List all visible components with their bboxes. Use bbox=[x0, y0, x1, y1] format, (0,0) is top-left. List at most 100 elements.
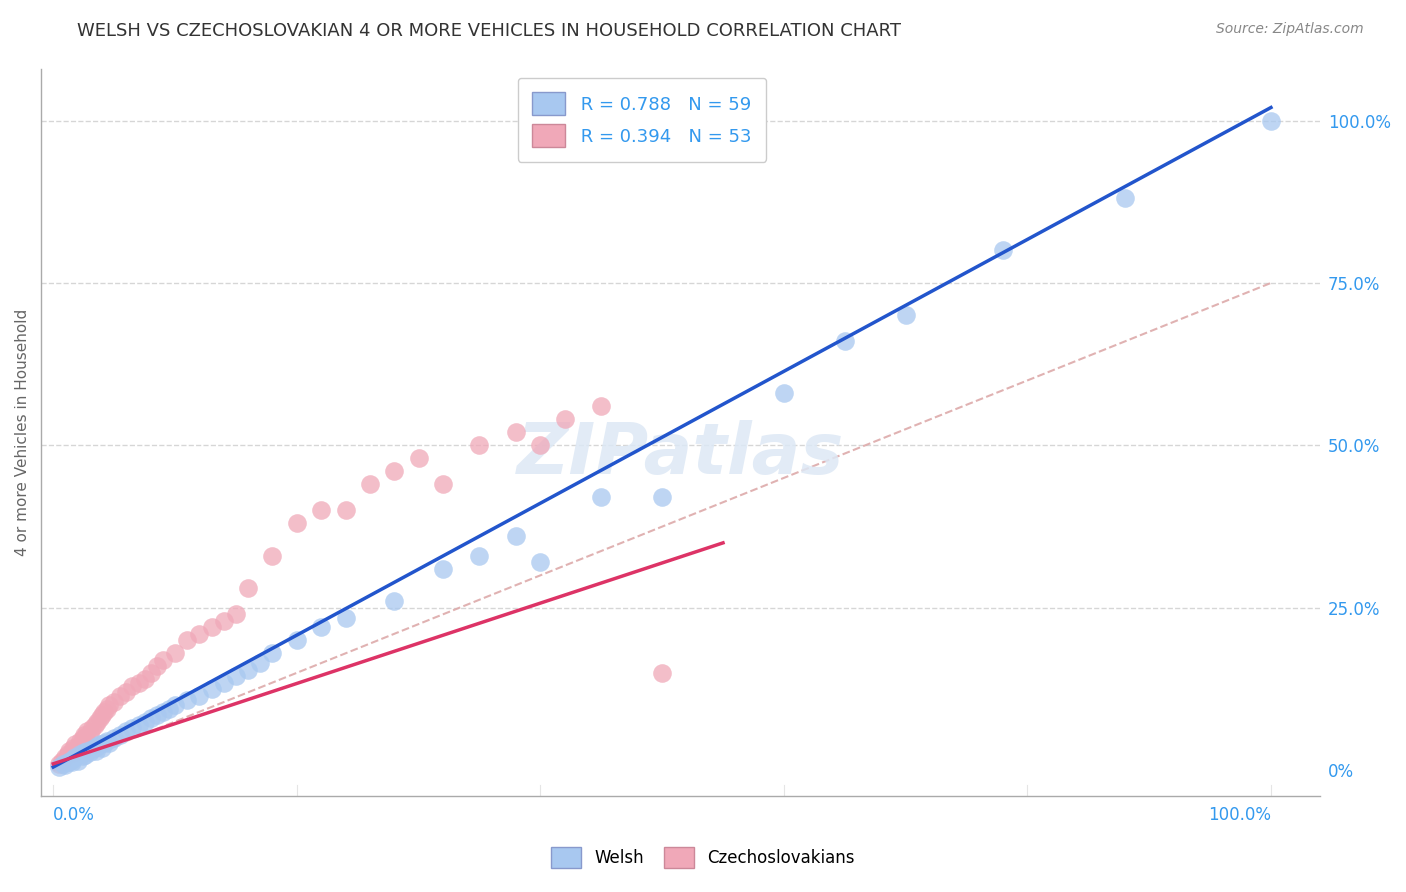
Point bbox=[79, 725, 101, 739]
Point bbox=[335, 503, 357, 517]
Point bbox=[121, 679, 143, 693]
Point bbox=[96, 701, 118, 715]
Point bbox=[110, 727, 132, 741]
Point bbox=[76, 744, 98, 758]
Point bbox=[991, 244, 1014, 258]
Point bbox=[468, 549, 491, 563]
Text: 0.0%: 0.0% bbox=[53, 806, 96, 824]
Point bbox=[83, 740, 105, 755]
Point bbox=[60, 756, 83, 770]
Point bbox=[382, 464, 405, 478]
Point bbox=[103, 731, 125, 745]
Point bbox=[66, 754, 89, 768]
Point bbox=[188, 627, 211, 641]
Point bbox=[96, 734, 118, 748]
Point bbox=[98, 736, 121, 750]
Point bbox=[408, 451, 430, 466]
Point bbox=[529, 438, 551, 452]
Point bbox=[55, 758, 77, 772]
Point bbox=[139, 665, 162, 680]
Point bbox=[432, 562, 454, 576]
Point bbox=[285, 516, 308, 531]
Text: WELSH VS CZECHOSLOVAKIAN 4 OR MORE VEHICLES IN HOUSEHOLD CORRELATION CHART: WELSH VS CZECHOSLOVAKIAN 4 OR MORE VEHIC… bbox=[77, 22, 901, 40]
Point bbox=[505, 529, 527, 543]
Text: Source: ZipAtlas.com: Source: ZipAtlas.com bbox=[1216, 22, 1364, 37]
Point bbox=[63, 737, 86, 751]
Point bbox=[73, 747, 96, 762]
Point bbox=[103, 695, 125, 709]
Point bbox=[83, 718, 105, 732]
Point bbox=[382, 594, 405, 608]
Point bbox=[894, 309, 917, 323]
Y-axis label: 4 or more Vehicles in Household: 4 or more Vehicles in Household bbox=[15, 309, 30, 556]
Point bbox=[651, 491, 673, 505]
Point bbox=[58, 744, 80, 758]
Point bbox=[262, 646, 284, 660]
Point bbox=[52, 756, 75, 771]
Point bbox=[48, 756, 70, 771]
Point bbox=[335, 610, 357, 624]
Point bbox=[48, 760, 70, 774]
Point bbox=[86, 714, 108, 729]
Point bbox=[146, 659, 169, 673]
Point bbox=[63, 750, 86, 764]
Point bbox=[115, 685, 138, 699]
Point bbox=[62, 740, 84, 755]
Point bbox=[834, 334, 856, 349]
Point bbox=[93, 736, 115, 750]
Point bbox=[56, 756, 79, 770]
Point bbox=[262, 549, 284, 563]
Point bbox=[249, 656, 271, 670]
Point bbox=[73, 730, 96, 744]
Legend:  R = 0.788   N = 59,  R = 0.394   N = 53: R = 0.788 N = 59, R = 0.394 N = 53 bbox=[517, 78, 766, 161]
Point bbox=[134, 714, 156, 729]
Point bbox=[66, 739, 89, 753]
Point bbox=[72, 731, 94, 745]
Point bbox=[505, 425, 527, 440]
Point bbox=[591, 400, 613, 414]
Point bbox=[139, 711, 162, 725]
Point bbox=[76, 724, 98, 739]
Point bbox=[309, 620, 332, 634]
Text: ZIPatlas: ZIPatlas bbox=[516, 420, 844, 489]
Point bbox=[82, 742, 104, 756]
Point bbox=[69, 734, 91, 748]
Point bbox=[146, 708, 169, 723]
Point bbox=[157, 701, 180, 715]
Point bbox=[56, 747, 79, 761]
Point bbox=[134, 673, 156, 687]
Point bbox=[79, 745, 101, 759]
Point bbox=[236, 663, 259, 677]
Point bbox=[773, 386, 796, 401]
Point bbox=[554, 412, 576, 426]
Point bbox=[285, 633, 308, 648]
Point bbox=[1260, 113, 1282, 128]
Point bbox=[121, 721, 143, 735]
Point bbox=[165, 698, 187, 713]
Point bbox=[55, 750, 77, 764]
Point bbox=[73, 727, 96, 741]
Point bbox=[60, 745, 83, 759]
Legend: Welsh, Czechoslovakians: Welsh, Czechoslovakians bbox=[544, 840, 862, 875]
Point bbox=[115, 724, 138, 739]
Point bbox=[200, 620, 222, 634]
Point bbox=[591, 491, 613, 505]
Point bbox=[152, 705, 174, 719]
Point bbox=[188, 689, 211, 703]
Point bbox=[86, 739, 108, 753]
Point bbox=[225, 669, 247, 683]
Point bbox=[225, 607, 247, 622]
Point bbox=[200, 681, 222, 696]
Point bbox=[93, 705, 115, 719]
Point bbox=[69, 747, 91, 761]
Point bbox=[73, 745, 96, 759]
Point bbox=[91, 708, 114, 723]
Point bbox=[309, 503, 332, 517]
Point bbox=[89, 711, 111, 725]
Point bbox=[176, 693, 198, 707]
Point bbox=[359, 477, 381, 491]
Point bbox=[651, 665, 673, 680]
Point bbox=[51, 754, 73, 768]
Point bbox=[84, 744, 107, 758]
Point bbox=[468, 438, 491, 452]
